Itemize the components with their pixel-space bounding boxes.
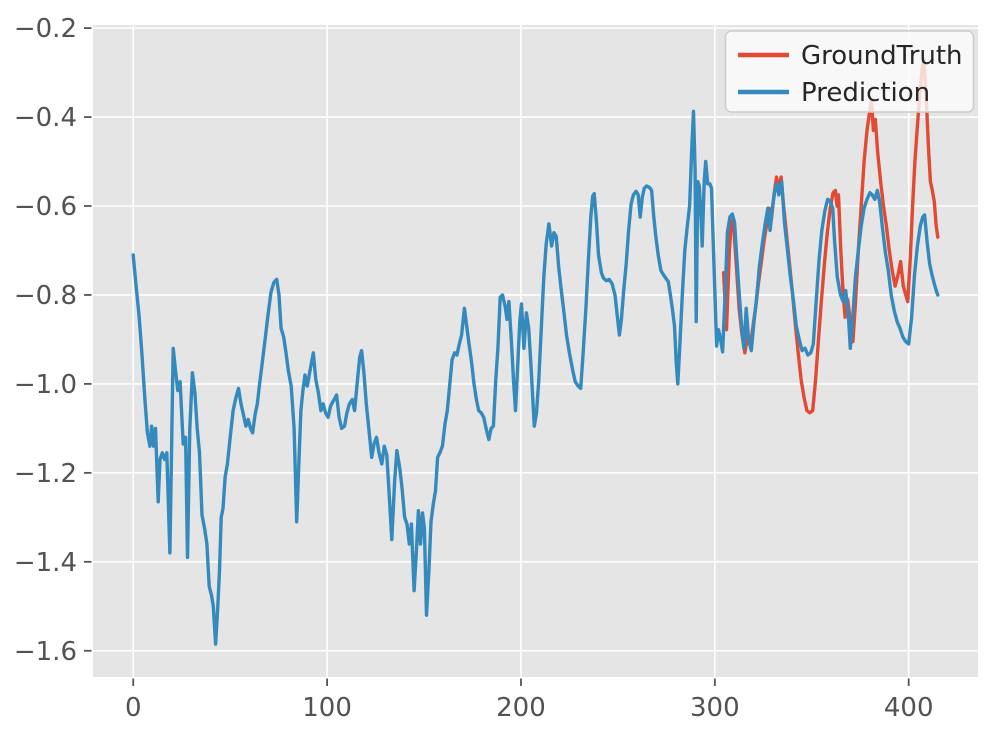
x-tick-label: 400 bbox=[884, 693, 934, 723]
prediction-line bbox=[131, 109, 940, 646]
axis-tick-labels: 0 100 200 300 400 −0.2 −0.4 −0.6 −0.8 −1.0 −1.2 −1.… bbox=[14, 14, 934, 723]
legend: GroundTruth Prediction bbox=[724, 30, 975, 113]
y-tick-label: −0.8 bbox=[14, 281, 77, 311]
x-tick-label: 200 bbox=[496, 693, 546, 723]
y-tick-label: −1.6 bbox=[14, 637, 77, 667]
legend-label-prediction: Prediction bbox=[801, 78, 930, 108]
x-tick-label: 300 bbox=[690, 693, 740, 723]
y-tick-label: −1.0 bbox=[14, 370, 77, 400]
series-lines bbox=[131, 57, 940, 646]
x-tick-label: 0 bbox=[125, 693, 142, 723]
gridlines bbox=[93, 25, 978, 677]
y-tick-label: −1.2 bbox=[14, 459, 77, 489]
y-tick-label: −0.6 bbox=[14, 192, 77, 222]
x-tick-label: 100 bbox=[302, 693, 352, 723]
legend-label-groundtruth: GroundTruth bbox=[801, 41, 963, 71]
plot-background bbox=[93, 25, 978, 677]
y-tick-label: −0.2 bbox=[14, 14, 77, 44]
y-tick-label: −1.4 bbox=[14, 548, 77, 578]
y-tick-label: −0.4 bbox=[14, 103, 77, 133]
tick-marks bbox=[84, 27, 910, 686]
